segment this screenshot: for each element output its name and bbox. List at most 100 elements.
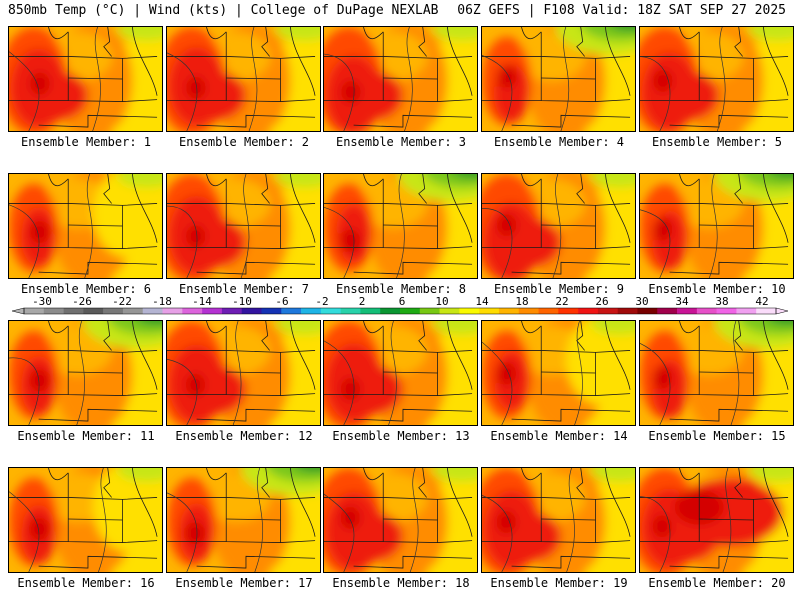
temperature-field [324,468,477,572]
south-warm-edge [270,413,320,425]
hottest-spot [185,521,206,546]
ensemble-member-label: Ensemble Member: 2 [178,135,310,149]
ensemble-member-label: Ensemble Member: 4 [493,135,625,149]
state-border-line [363,468,384,481]
state-borders [482,174,631,275]
model-run-info: 06Z GEFS | F108 Valid: 18Z SAT SEP 27 20… [457,3,786,18]
hottest-spot [185,224,206,249]
colorbar-segment [479,308,500,314]
state-border-line [9,472,69,498]
state-border-line [734,174,743,204]
state-border-line [67,56,158,102]
temperature-field [167,27,320,131]
state-border-line [540,350,631,396]
state-border-line [353,261,473,275]
state-border-line [762,27,789,96]
temperature-contour [76,321,85,425]
temperature-contour [640,496,671,572]
temperature-contour [254,468,264,572]
temperature-contour [9,51,40,131]
colorbar-segment [261,308,282,314]
state-border-line [576,27,585,57]
state-border-line [131,321,158,390]
temperature-field [640,321,793,425]
temperature-contours [9,174,93,278]
temperature-contour [640,209,671,278]
state-border-line [762,321,789,390]
state-border-line [418,468,427,498]
temperature-field [640,468,793,572]
north-cool-core [581,27,635,41]
temperature-contour [167,358,198,425]
temperature-contours [9,468,107,572]
temperature-colorbar: -30 -26 -22 -18 -14 -10 -6 -2 2 6 10 14 18 22 26 30 34 38… [12,296,788,315]
temperature-contours [640,174,718,278]
state-borders [482,468,631,569]
colorbar-segment [498,308,520,314]
colorbar-tick-label: 2 [359,296,366,308]
southwest-hot-core [343,71,403,121]
temperature-contours [482,468,575,572]
colorbar-segment [83,308,104,314]
south-warm-edge [743,413,793,425]
colorbar-segment [637,308,658,314]
colorbar-segment [122,308,144,314]
colorbar-tick-label: 38 [715,296,728,308]
colorbar-tick-label: -30 [32,296,52,308]
north-cool-zone [432,468,477,482]
temperature-field [9,321,162,425]
ensemble-member-label: Ensemble Member: 8 [335,282,467,296]
state-border-line [382,203,473,249]
state-border-line [206,468,227,481]
colorbar-segment [63,308,84,314]
temperature-contour [709,174,718,278]
temperature-contour [92,27,101,131]
temperature-contours [167,174,250,278]
ensemble-member-map [639,26,794,132]
state-border-line [669,555,789,569]
north-cool-zone [432,27,477,41]
state-border-line [261,321,270,351]
state-border-line [363,174,384,187]
state-border-line [206,321,227,334]
mild-zone [92,468,162,552]
temperature-contour [716,27,726,131]
state-borders [324,468,473,569]
north-coldest-core [612,27,635,31]
state-border-line [261,468,270,498]
state-borders [482,321,631,422]
state-border-line [382,350,473,396]
colorbar-segment [360,308,381,314]
north-cool-core [423,174,477,188]
colorbar-tick-label: 26 [595,296,608,308]
state-border-line [521,321,542,334]
hottest-spot [496,361,517,386]
temperature-contour [324,53,355,131]
state-borders [9,321,158,422]
state-border-line [576,468,585,498]
temperature-contour [167,205,198,278]
state-border-line [446,27,473,96]
hottest-spot [652,217,673,242]
state-border-line [353,555,473,569]
ensemble-member-map [166,467,321,573]
ensemble-member-map [639,320,794,426]
colorbar-segment [142,308,163,314]
north-cool-zone [748,468,793,482]
colorbar-segment [400,308,421,314]
south-warm-edge [270,560,320,572]
colorbar-segment [182,308,203,314]
hottest-spot [30,71,50,96]
state-border-line [762,468,789,537]
state-border-line [363,321,384,334]
colorbar-left-arrow [12,307,25,315]
state-border-line [261,174,270,204]
state-border-line [67,203,158,249]
ensemble-member-label: Ensemble Member: 11 [17,429,155,443]
colorbar-tick-label: 42 [755,296,768,308]
state-border-line [9,178,69,204]
ensemble-member-map [639,173,794,279]
hottest-spot [340,506,361,530]
state-borders [9,27,158,128]
hottest-spot [29,220,50,244]
